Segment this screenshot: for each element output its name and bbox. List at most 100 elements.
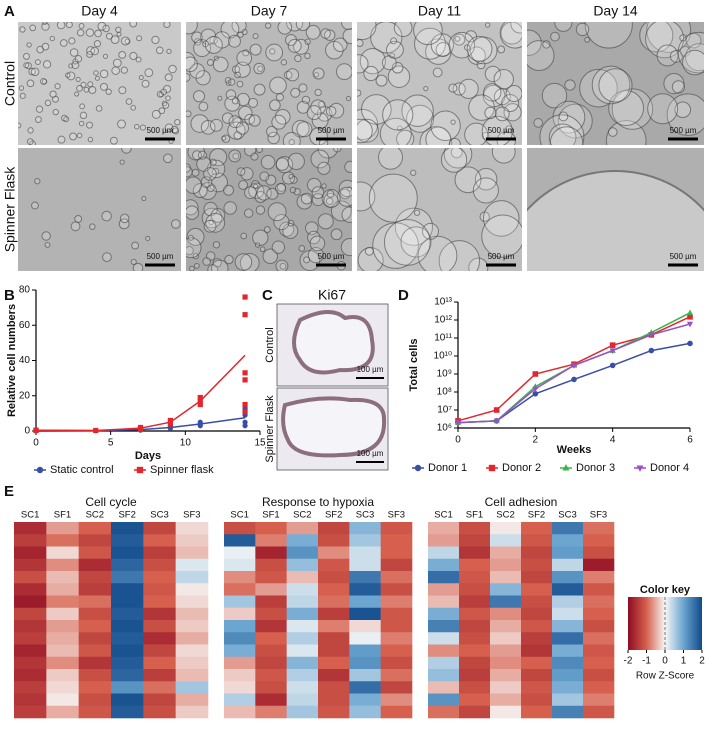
organoid (249, 43, 262, 56)
organoid (57, 135, 66, 144)
organoid (42, 60, 52, 69)
organoid (52, 108, 59, 116)
heatmap-cell (78, 669, 112, 682)
x-tick-label: 0 (33, 438, 39, 449)
heatmap-cell (349, 583, 381, 596)
heatmap-cell (318, 656, 350, 670)
heatmap-cell (78, 620, 112, 633)
organoid (240, 167, 254, 181)
organoid (252, 33, 259, 40)
heatmap-cell (175, 522, 209, 535)
heatmap-cell (490, 583, 522, 596)
heatmap-cell (286, 681, 319, 694)
heatmap-cell (255, 644, 287, 658)
organoid (300, 192, 313, 205)
organoid (170, 125, 179, 134)
organoid (131, 241, 140, 250)
heatmap-cell (459, 607, 491, 621)
heatmap-cell (14, 583, 47, 596)
heatmap-cell (428, 571, 460, 584)
heatmap-cell (428, 546, 460, 560)
heatmap-cell (349, 620, 381, 633)
heatmap-cell (459, 534, 491, 547)
legend-label: Donor 2 (502, 462, 541, 474)
marker (493, 407, 500, 413)
heatmap-cell (318, 558, 350, 572)
heatmap-cell (255, 595, 287, 609)
heatmap-cell (428, 632, 460, 645)
organoid (333, 148, 342, 153)
organoid (575, 22, 590, 37)
heatmap-cell (583, 620, 615, 633)
organoid (94, 29, 102, 38)
organoid (79, 103, 86, 110)
organoid (255, 205, 266, 215)
organoid (56, 22, 66, 30)
heatmap-cell (380, 534, 413, 547)
heatmap-cell (143, 620, 176, 633)
organoid (228, 78, 236, 86)
organoid (41, 231, 51, 241)
heatmap-cell (349, 632, 381, 645)
organoid (584, 36, 591, 43)
heatmap-cell (521, 681, 553, 694)
organoid (357, 39, 364, 47)
heatmap-cell (175, 681, 209, 694)
heatmap-cell (224, 534, 256, 547)
organoid (18, 122, 22, 129)
heatmap-cell (459, 571, 491, 584)
organoid (497, 45, 506, 54)
heatmap-cell (286, 583, 319, 596)
marker (454, 420, 462, 426)
organoid (74, 215, 83, 223)
organoid (326, 189, 335, 198)
heatmap-cell (552, 534, 584, 547)
organoid (166, 48, 172, 55)
heatmap-cell (286, 644, 319, 658)
organoid (34, 59, 41, 66)
organoid (448, 31, 476, 59)
marker (493, 418, 500, 425)
scale-bar-label: 500 µm (488, 252, 515, 261)
heatmap-cell (78, 583, 112, 596)
organoid (102, 53, 109, 59)
organoid (74, 54, 83, 63)
organoid (63, 116, 70, 123)
heatmap-cell (459, 644, 491, 658)
organoid (174, 118, 181, 126)
organoid (499, 22, 522, 49)
heatmap-cell (490, 681, 522, 694)
organoid (341, 206, 352, 223)
organoid (186, 176, 202, 194)
organoid (190, 114, 210, 133)
heatmap-cell (428, 644, 460, 658)
organoid (422, 222, 439, 240)
heatmap-cell (111, 558, 144, 572)
heatmap-cell (552, 522, 584, 535)
marker (197, 419, 203, 425)
organoid (164, 73, 173, 82)
organoid (79, 111, 88, 120)
heatmap-cell (380, 583, 413, 596)
heatmap-cell (111, 644, 144, 658)
heatmap-cell (349, 705, 381, 719)
organoid (234, 61, 251, 78)
heatmap-cell (14, 705, 47, 719)
heatmap-cell (14, 571, 47, 584)
organoid (97, 22, 107, 31)
heatmap-cell (14, 558, 47, 572)
organoid (86, 121, 94, 129)
organoid (198, 101, 209, 112)
heatmap-cell (286, 607, 319, 621)
organoid (289, 186, 297, 194)
heatmap-cell (349, 681, 381, 694)
organoid (320, 28, 331, 39)
heatmap-cell (552, 558, 584, 572)
organoid (141, 196, 147, 202)
y-tick-label: 10⁸ (437, 387, 452, 398)
organoid (35, 105, 44, 113)
legend-label: Static control (50, 464, 114, 476)
heatmap-cell (583, 681, 615, 694)
organoid (382, 99, 414, 131)
organoid (22, 52, 30, 60)
